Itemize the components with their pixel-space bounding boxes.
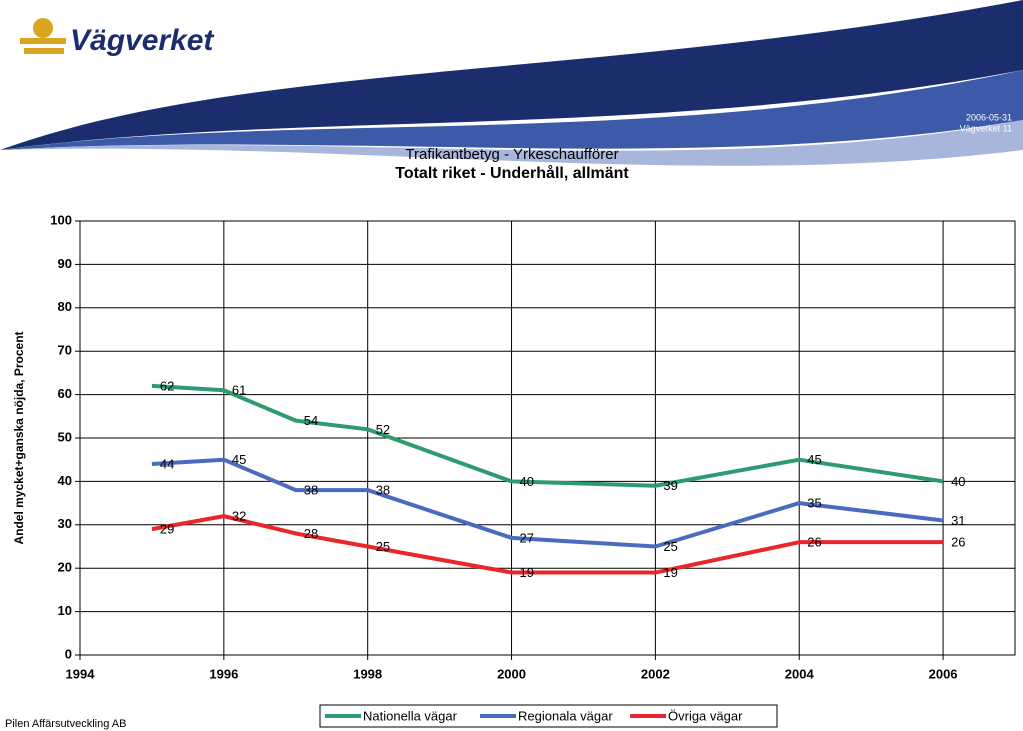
logo-crown [33,18,53,38]
y-tick-label: 30 [58,516,72,531]
logo-bar [24,48,64,54]
data-label: 29 [160,522,174,537]
data-label: 38 [376,483,390,498]
series-line [151,383,944,488]
legend-box [319,704,778,728]
legend-label: Övriga vägar [668,708,743,723]
swoosh-dark [0,0,1023,150]
y-axis-label: Andel mycket+ganska nöjda, Procent [12,331,26,544]
date: 2006-05-31 [966,112,1012,122]
x-tick-label: 2006 [929,666,958,681]
y-tick-label: 100 [50,212,72,227]
data-label: 44 [160,456,174,471]
data-label: 62 [160,378,174,393]
data-label: 27 [520,530,534,545]
data-label: 54 [304,413,318,428]
swoosh-light [0,120,1023,166]
x-tick-label: 1994 [66,666,96,681]
data-label: 40 [520,474,534,489]
x-tick-label: 1996 [209,666,238,681]
x-tick-label: 2002 [641,666,670,681]
legend-label: Nationella vägar [363,708,458,723]
x-tick-label: 2004 [785,666,815,681]
swoosh-mid [0,70,1023,150]
y-tick-label: 80 [58,299,72,314]
data-label: 26 [807,535,821,550]
logo: Vägverket [20,18,215,57]
series-line [151,457,944,549]
data-label: 35 [807,496,821,511]
plot: 0 10 20 30 40 50 60 70 80 90 100 1994 1996 1998 2000 20… [50,212,1016,681]
data-label: 45 [232,452,246,467]
chart-subtitle: Totalt riket - Underhåll, allmänt [395,164,629,182]
data-label: 31 [951,513,965,528]
data-label: 38 [304,483,318,498]
chart-title: Trafikantbetyg - Yrkeschaufförer [405,146,618,163]
y-tick-label: 90 [58,256,72,271]
y-tick-label: 10 [58,603,72,618]
data-label: 19 [663,565,677,580]
data-label: 26 [951,535,965,550]
data-label: 25 [376,539,390,554]
y-tick-label: 20 [58,560,72,575]
x-tick-label: 1998 [353,666,382,681]
logo-bar [20,38,66,44]
y-tick-label: 70 [58,343,72,358]
series-line [151,514,944,575]
page-number: Vägverket 11 [960,123,1012,133]
data-label: 45 [807,452,821,467]
data-label: 32 [232,509,246,524]
y-tick-label: 60 [58,386,72,401]
data-label: 19 [520,565,534,580]
y-tick-label: 40 [58,473,72,488]
x-tick-label: 2000 [497,666,526,681]
legend-label: Regionala vägar [518,708,613,723]
data-label: 52 [376,422,390,437]
data-label: 40 [951,474,965,489]
header-swoosh [0,0,1023,166]
footer: Pilen Affärsutveckling AB [5,718,126,730]
data-label: 39 [663,478,677,493]
legend: Nationella vägar Regionala vägar Övriga vä… [319,704,778,728]
data-label: 61 [232,383,246,398]
y-tick-label: 50 [58,429,72,444]
y-tick-label: 0 [65,646,72,661]
data-label: 25 [663,539,677,554]
data-label: 28 [304,526,318,541]
brand: Vägverket [70,24,215,57]
